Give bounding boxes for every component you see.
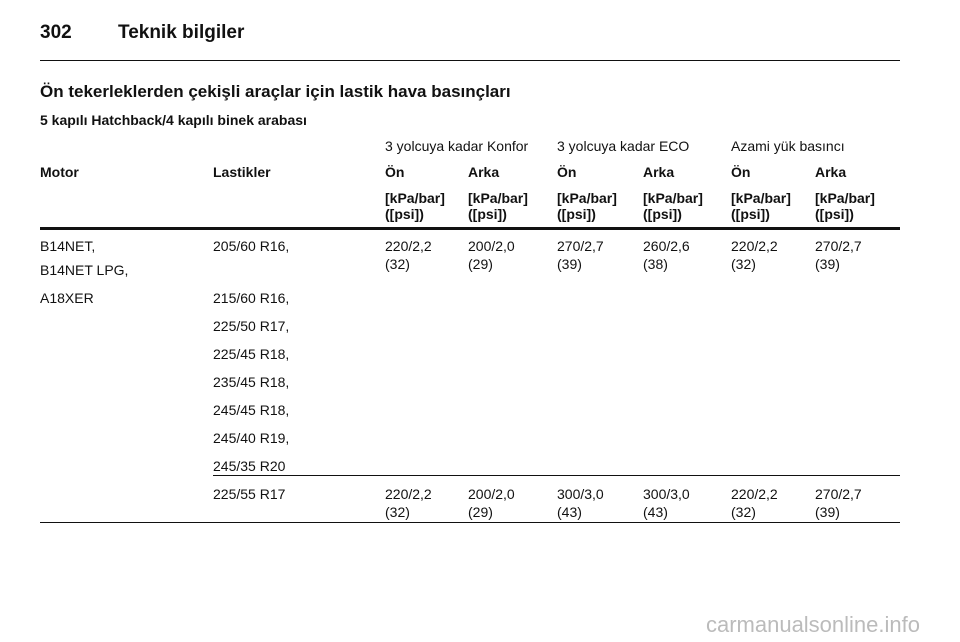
motor: B14NET LPG, (40, 262, 129, 278)
pressure: 300/3,0 (643, 486, 690, 502)
group-header: 3 yolcuya kadar Konfor (385, 138, 529, 154)
unit: ([psi]) (468, 206, 507, 222)
pressure: 260/2,6 (643, 238, 690, 254)
column-header: Motor (40, 164, 79, 180)
pressure: 220/2,2 (731, 486, 778, 502)
tire: 205/60 R16, (213, 238, 290, 254)
unit: ([psi]) (557, 206, 596, 222)
tire: 215/60 R16, (213, 290, 290, 306)
psi: (38) (643, 256, 668, 272)
section-title: Ön tekerleklerden çekişli araçlar için l… (40, 82, 511, 101)
psi: (39) (815, 504, 840, 520)
unit: [kPa/bar] (557, 190, 617, 206)
psi: (29) (468, 256, 493, 272)
psi: (43) (557, 504, 582, 520)
group-header: 3 yolcuya kadar ECO (557, 138, 690, 154)
psi: (32) (731, 504, 756, 520)
pressure: 220/2,2 (731, 238, 778, 254)
pressure: 200/2,0 (468, 486, 515, 502)
row-rule (213, 475, 900, 476)
unit: [kPa/bar] (643, 190, 703, 206)
unit: ([psi]) (731, 206, 770, 222)
motor: B14NET, (40, 238, 96, 254)
column-header: Ön (557, 164, 577, 180)
column-header: Lastikler (213, 164, 271, 180)
tire: 225/55 R17 (213, 486, 286, 502)
tire: 245/45 R18, (213, 402, 290, 418)
psi: (32) (385, 256, 410, 272)
column-header: Arka (643, 164, 675, 180)
psi: (39) (557, 256, 582, 272)
unit: [kPa/bar] (385, 190, 445, 206)
psi: (43) (643, 504, 668, 520)
page-number: 302 (40, 22, 72, 43)
pressure: 270/2,7 (557, 238, 604, 254)
subtitle: 5 kapılı Hatchback/4 kapılı binek arabas… (40, 112, 307, 128)
header-rule-thick (40, 227, 900, 230)
tire: 235/45 R18, (213, 374, 290, 390)
page-title: Teknik bilgiler (118, 22, 245, 43)
column-header: Ön (385, 164, 405, 180)
pressure: 270/2,7 (815, 238, 862, 254)
pressure: 220/2,2 (385, 486, 432, 502)
motor: A18XER (40, 290, 94, 306)
column-header: Ön (731, 164, 751, 180)
unit: ([psi]) (815, 206, 854, 222)
tire: 225/50 R17, (213, 318, 290, 334)
psi: (39) (815, 256, 840, 272)
pressure: 270/2,7 (815, 486, 862, 502)
header-rule (40, 60, 900, 61)
unit: [kPa/bar] (815, 190, 875, 206)
column-header: Arka (815, 164, 847, 180)
unit: [kPa/bar] (731, 190, 791, 206)
psi: (32) (385, 504, 410, 520)
column-header: Arka (468, 164, 500, 180)
tire: 245/40 R19, (213, 430, 290, 446)
pressure: 200/2,0 (468, 238, 515, 254)
pressure: 220/2,2 (385, 238, 432, 254)
unit: ([psi]) (643, 206, 682, 222)
table-end-rule (40, 522, 900, 523)
psi: (32) (731, 256, 756, 272)
unit: [kPa/bar] (468, 190, 528, 206)
group-header: Azami yük basıncı (731, 138, 845, 154)
psi: (29) (468, 504, 493, 520)
pressure: 300/3,0 (557, 486, 604, 502)
tire: 225/45 R18, (213, 346, 290, 362)
watermark: carmanualsonline.info (705, 612, 920, 637)
tire: 245/35 R20 (213, 458, 286, 474)
unit: ([psi]) (385, 206, 424, 222)
